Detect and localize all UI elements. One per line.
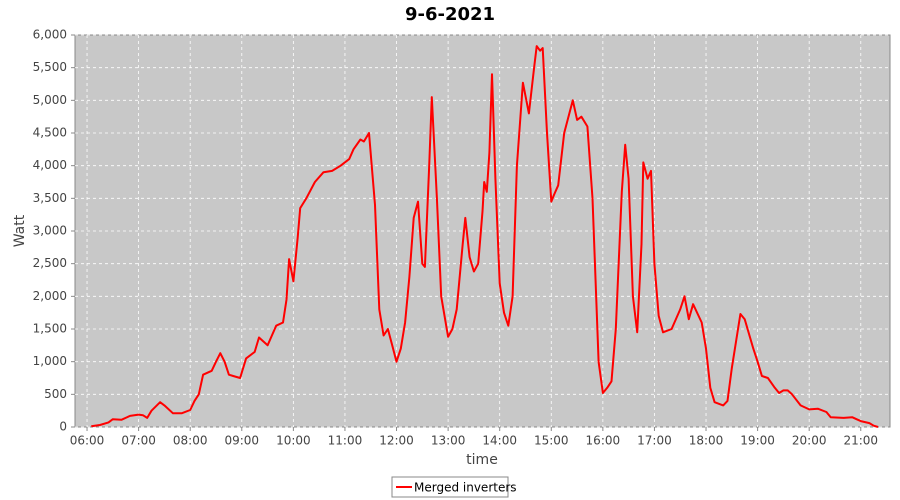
y-tick-label: 3,000 [33,224,67,238]
legend-label: Merged inverters [414,481,517,495]
x-tick-label: 14:00 [482,434,517,448]
y-tick-label: 2,500 [33,256,67,270]
chart-title: 9-6-2021 [405,4,495,25]
y-tick-label: 0 [59,420,67,434]
x-tick-label: 21:00 [843,434,878,448]
grid [75,34,890,428]
y-tick-label: 4,500 [33,126,67,140]
x-tick-label: 12:00 [379,434,414,448]
x-tick-label: 19:00 [740,434,775,448]
y-tick-label: 1,000 [33,354,67,368]
x-tick-label: 06:00 [70,434,105,448]
x-tick-label: 17:00 [637,434,672,448]
legend-box [391,476,509,498]
x-tick-label: 09:00 [224,434,259,448]
x-tick-label: 10:00 [276,434,311,448]
x-tick-label: 18:00 [689,434,724,448]
x-tick-label: 11:00 [328,434,363,448]
x-axis-label: time [466,452,498,468]
x-tick-label: 13:00 [431,434,466,448]
y-tick-label: 5,500 [33,60,67,74]
y-tick-label: 5,000 [33,93,67,107]
x-tick-label: 07:00 [121,434,156,448]
y-tick-label: 500 [44,387,67,401]
marks [91,45,879,428]
y-tick-label: 2,000 [33,289,67,303]
y-tick-label: 6,000 [33,28,67,42]
y-tick-label: 1,500 [33,322,67,336]
line [91,45,879,428]
x-tick-label: 16:00 [586,434,621,448]
x-tick-label: 15:00 [534,434,569,448]
y-tick-label: 3,500 [33,191,67,205]
x-tick-label: 08:00 [173,434,208,448]
legend: Merged inverters [391,476,517,498]
y-tick-label: 4,000 [33,158,67,172]
x-tick-label: 20:00 [792,434,827,448]
y-axis-label: Watt [12,214,28,247]
